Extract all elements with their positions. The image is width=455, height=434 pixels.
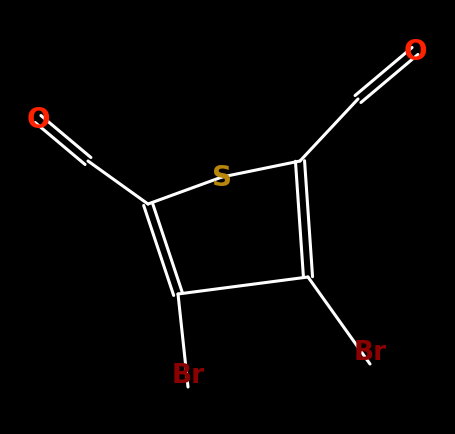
Text: Br: Br (353, 339, 386, 365)
Text: S: S (212, 164, 232, 191)
Text: Br: Br (171, 362, 204, 388)
Text: O: O (402, 38, 426, 66)
Text: O: O (26, 106, 50, 134)
